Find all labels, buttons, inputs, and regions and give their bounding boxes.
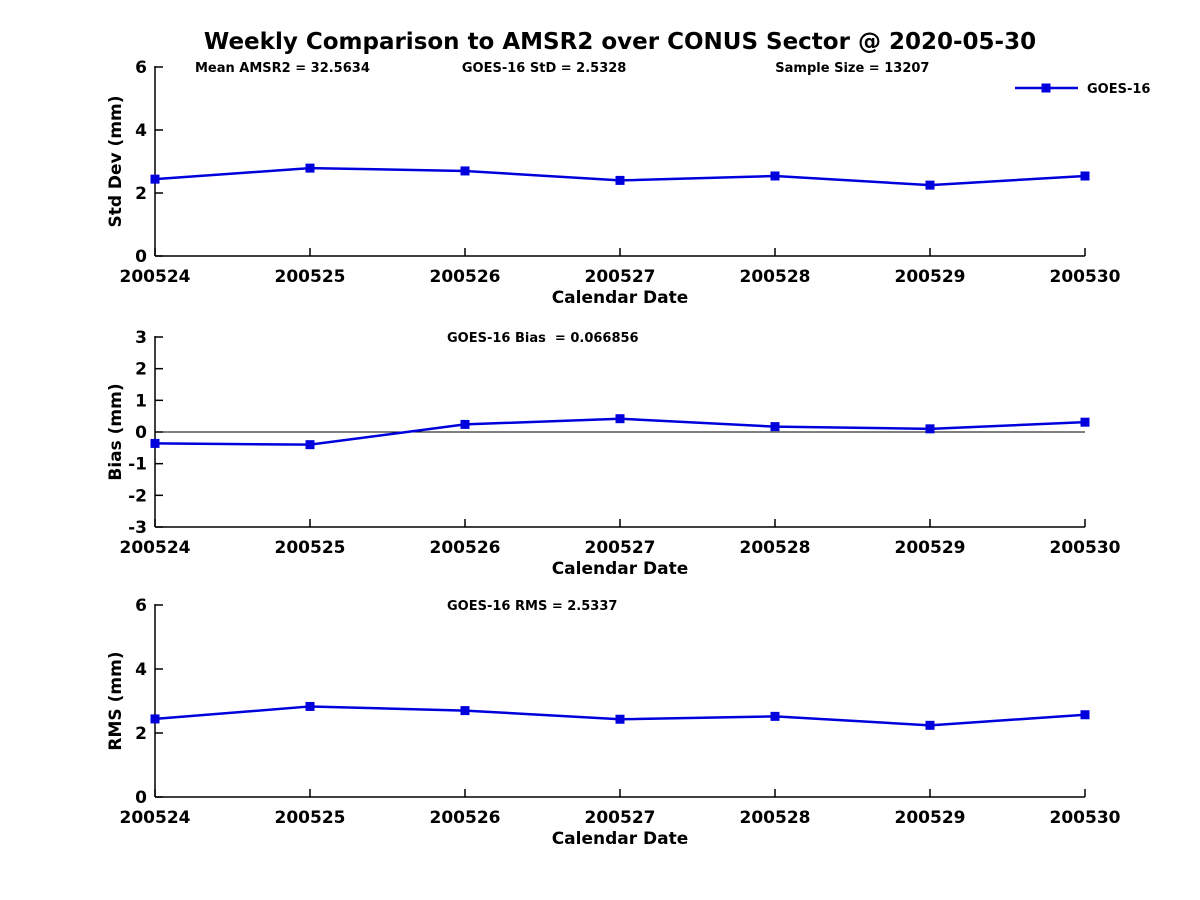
x-tick-label: 200526 (430, 267, 501, 287)
y-axis-label: RMS (mm) (106, 651, 126, 750)
x-tick-label: 200524 (120, 538, 191, 558)
x-tick-label: 200527 (585, 808, 656, 828)
y-tick-label: 4 (135, 121, 147, 141)
legend-label: GOES-16 (1087, 82, 1150, 97)
y-tick-label: 2 (135, 724, 147, 744)
y-tick-label: -1 (128, 455, 147, 475)
x-tick-label: 200528 (740, 267, 811, 287)
x-tick-label: 200530 (1050, 538, 1121, 558)
y-tick-label: 2 (135, 184, 147, 204)
data-point-marker (925, 424, 935, 434)
x-tick-label: 200524 (120, 267, 191, 287)
x-tick-label: 200525 (275, 267, 346, 287)
x-tick-label: 200527 (585, 267, 656, 287)
x-tick-label: 200529 (895, 808, 966, 828)
data-point-marker (1080, 710, 1090, 720)
x-tick-label: 200530 (1050, 267, 1121, 287)
data-point-marker (150, 174, 160, 184)
x-tick-label: 200526 (430, 538, 501, 558)
annotation-std-dev: Mean AMSR2 = 32.5634 (195, 61, 370, 76)
y-tick-label: 1 (135, 391, 147, 411)
x-tick-label: 200526 (430, 808, 501, 828)
data-point-marker (150, 438, 160, 448)
y-tick-label: 0 (135, 423, 147, 443)
data-point-marker (150, 714, 160, 724)
data-point-marker (460, 166, 470, 176)
y-tick-label: 6 (135, 596, 147, 616)
subplot-std-dev: 0 2 4 6 200524 200525 200526 200527 200528 200529… (106, 58, 1150, 308)
data-point-marker (1080, 417, 1090, 427)
annotation-bias: GOES-16 Bias = 0.066856 (447, 331, 639, 346)
x-tick-label: 200527 (585, 538, 656, 558)
data-point-marker (460, 706, 470, 716)
subplot-bias: -3 -2 -1 0 1 2 3 200524 200525 200526 200527 200528… (106, 328, 1121, 579)
x-tick-label: 200529 (895, 267, 966, 287)
legend: GOES-16 (1015, 82, 1150, 97)
x-axis-label: Calendar Date (552, 559, 689, 579)
data-point-marker (305, 440, 315, 450)
y-axis-label: Bias (mm) (106, 383, 126, 480)
data-point-marker (925, 180, 935, 190)
y-tick-label: -2 (128, 486, 147, 506)
annotation-rms: GOES-16 RMS = 2.5337 (447, 599, 617, 614)
data-point-marker (770, 422, 780, 432)
data-point-marker (615, 414, 625, 424)
y-tick-label: 6 (135, 58, 147, 78)
data-point-marker (305, 163, 315, 173)
x-tick-label: 200528 (740, 538, 811, 558)
y-tick-label: -3 (128, 518, 147, 538)
x-tick-label: 200528 (740, 808, 811, 828)
chart-title: Weekly Comparison to AMSR2 over CONUS Se… (203, 29, 1037, 55)
x-axis-label: Calendar Date (552, 288, 689, 308)
y-axis-label: Std Dev (mm) (106, 95, 126, 227)
y-tick-label: 0 (135, 788, 147, 808)
legend-marker-icon (1041, 83, 1051, 93)
data-point-marker (770, 171, 780, 181)
data-point-marker (925, 720, 935, 730)
x-tick-label: 200525 (275, 538, 346, 558)
y-tick-label: 4 (135, 660, 147, 680)
x-tick-label: 200529 (895, 538, 966, 558)
data-point-marker (460, 419, 470, 429)
x-tick-label: 200530 (1050, 808, 1121, 828)
annotation-std-dev: Sample Size = 13207 (775, 61, 929, 76)
x-tick-label: 200524 (120, 808, 191, 828)
data-point-marker (615, 714, 625, 724)
y-tick-label: 2 (135, 360, 147, 380)
data-point-marker (615, 175, 625, 185)
y-tick-label: 0 (135, 247, 147, 267)
subplot-rms: 0 2 4 6 200524 200525 200526 200527 200528 200529… (106, 596, 1121, 849)
annotation-std-dev: GOES-16 StD = 2.5328 (462, 61, 626, 76)
data-point-marker (305, 701, 315, 711)
y-tick-label: 3 (135, 328, 147, 348)
x-axis-label: Calendar Date (552, 829, 689, 849)
data-point-marker (770, 711, 780, 721)
data-point-marker (1080, 171, 1090, 181)
x-tick-label: 200525 (275, 808, 346, 828)
